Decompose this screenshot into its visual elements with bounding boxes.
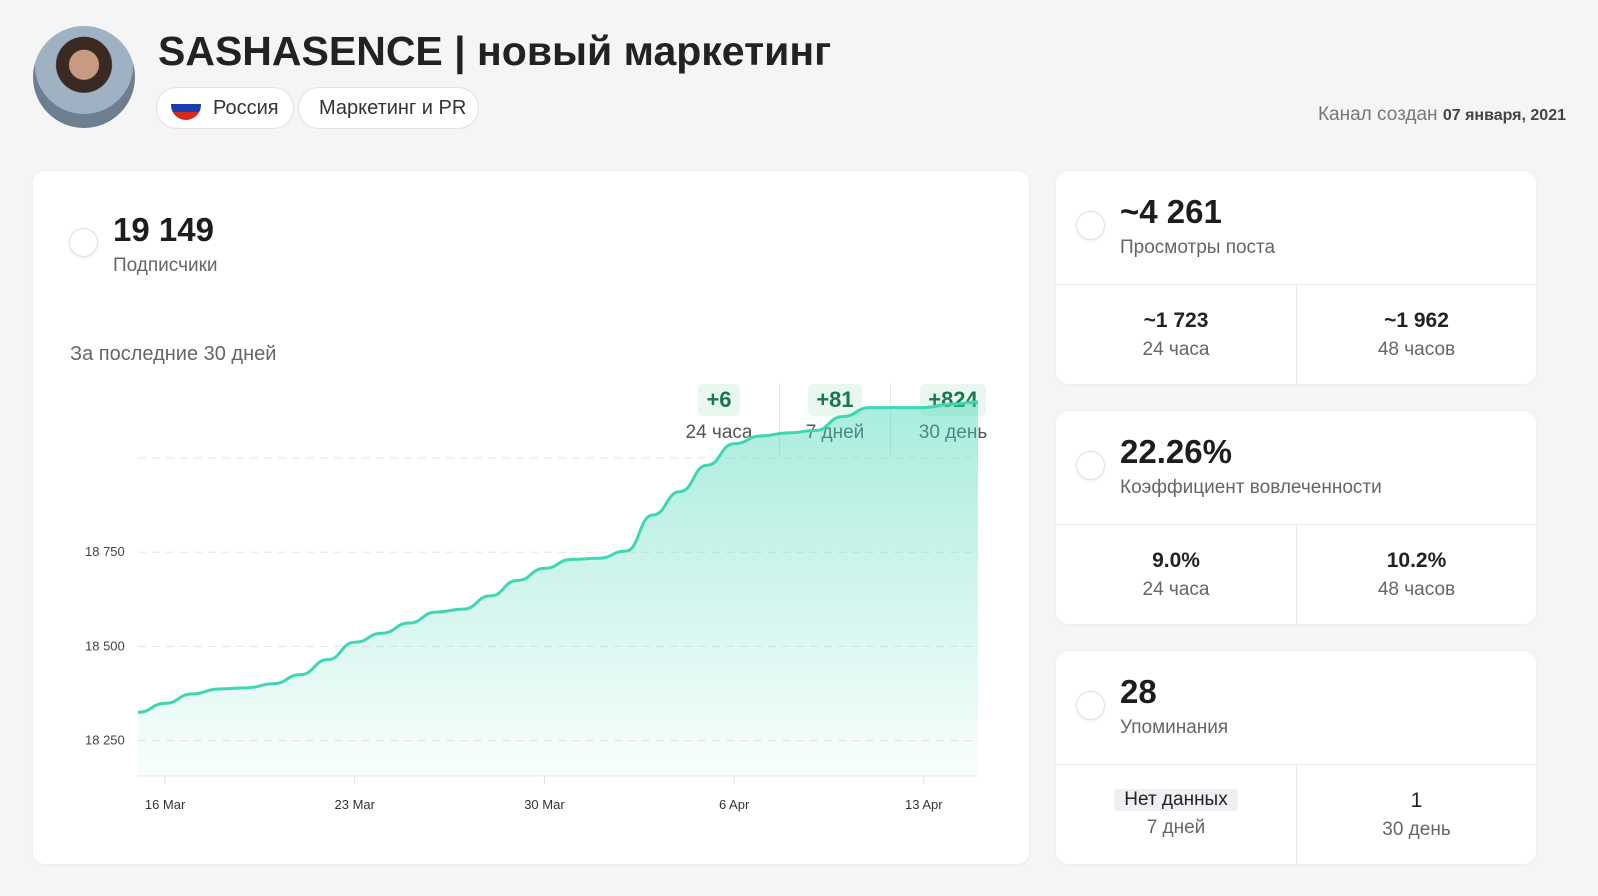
subscribers-card: 19 149 Подписчики +624 часа +817 дней +8…: [33, 171, 1029, 864]
y-tick-label: 18 500: [85, 638, 125, 653]
sub-period: 30 день: [1382, 819, 1451, 840]
no-data-badge: Нет данных: [1114, 789, 1238, 811]
russia-flag-icon: [171, 96, 201, 120]
engagement-48h: 10.2% 48 часов: [1296, 524, 1536, 624]
engagement-label: Коэффициент вовлеченности: [1120, 477, 1382, 498]
mentions-label: Упоминания: [1120, 717, 1229, 738]
category-chip[interactable]: Маркетинг и PR: [298, 87, 480, 129]
x-tick-label: 23 Mar: [335, 797, 376, 812]
subscribers-radio[interactable]: [69, 228, 98, 257]
country-chip[interactable]: Россия: [156, 87, 294, 129]
sub-value: 1: [1410, 789, 1423, 812]
channel-avatar: [33, 26, 135, 128]
created-value: 07 января, 2021: [1442, 107, 1566, 124]
x-tick-label: 13 Apr: [905, 797, 943, 812]
created-label: Канал создан: [1317, 104, 1438, 125]
sub-value: ~1 723: [1143, 309, 1209, 332]
series-line: [137, 400, 979, 714]
divider: [779, 383, 780, 457]
y-tick-label: 18 250: [85, 733, 125, 748]
engagement-value: 22.26%: [1120, 433, 1232, 470]
sub-period: 7 дней: [1146, 817, 1206, 838]
chart-title: За последние 30 дней: [70, 343, 277, 365]
views-card: ~4 261 Просмотры поста ~1 723 24 часа ~1 …: [1056, 171, 1536, 384]
sub-period: 48 часов: [1377, 339, 1456, 360]
engagement-24h: 9.0% 24 часа: [1056, 524, 1296, 624]
mentions-radio[interactable]: [1076, 691, 1105, 720]
engagement-card: 22.26% Коэффициент вовлеченности 9.0% 24 …: [1056, 411, 1536, 624]
sub-period: 48 часов: [1377, 579, 1456, 600]
x-tick-label: 30 Mar: [524, 797, 565, 812]
x-tick-label: 6 Apr: [719, 797, 750, 812]
sub-value: 9.0%: [1152, 549, 1200, 572]
mentions-7d: Нет данных 7 дней: [1056, 764, 1296, 864]
sub-period: 24 часа: [1142, 579, 1210, 600]
views-label: Просмотры поста: [1120, 237, 1276, 258]
delta-value: +6: [698, 384, 740, 416]
category-label: Маркетинг и PR: [319, 96, 467, 119]
mentions-value: 28: [1120, 673, 1157, 710]
views-24h: ~1 723 24 часа: [1056, 284, 1296, 384]
area-fill: [138, 401, 978, 776]
y-tick-label: 18 750: [85, 544, 125, 559]
sub-period: 24 часа: [1142, 339, 1210, 360]
engagement-radio[interactable]: [1076, 451, 1105, 480]
channel-title: SASHASENCE | новый маркетинг: [158, 28, 832, 74]
subscribers-chart: 18 250 18 500 18 750 16 Mar 23 Mar 30 Mar 6 Ap…: [85, 400, 979, 812]
views-48h: ~1 962 48 часов: [1296, 284, 1536, 384]
subscribers-value: 19 149: [113, 211, 214, 248]
views-radio[interactable]: [1076, 211, 1105, 240]
subscribers-label: Подписчики: [113, 255, 218, 276]
created-date: Канал создан 07 января, 2021: [1318, 104, 1566, 126]
mentions-30d: 1 30 день: [1296, 764, 1536, 864]
delta-value: +81: [808, 384, 862, 416]
delta-24h: +6 24 часа: [669, 384, 769, 444]
sub-value: 10.2%: [1386, 549, 1447, 572]
delta-period: 24 часа: [685, 422, 753, 443]
x-tick-label: 16 Mar: [145, 797, 186, 812]
views-value: ~4 261: [1120, 193, 1222, 230]
sub-value: ~1 962: [1384, 309, 1449, 332]
mentions-card: 28 Упоминания Нет данных 7 дней 1 30 день: [1056, 651, 1536, 864]
country-label: Россия: [213, 96, 279, 119]
